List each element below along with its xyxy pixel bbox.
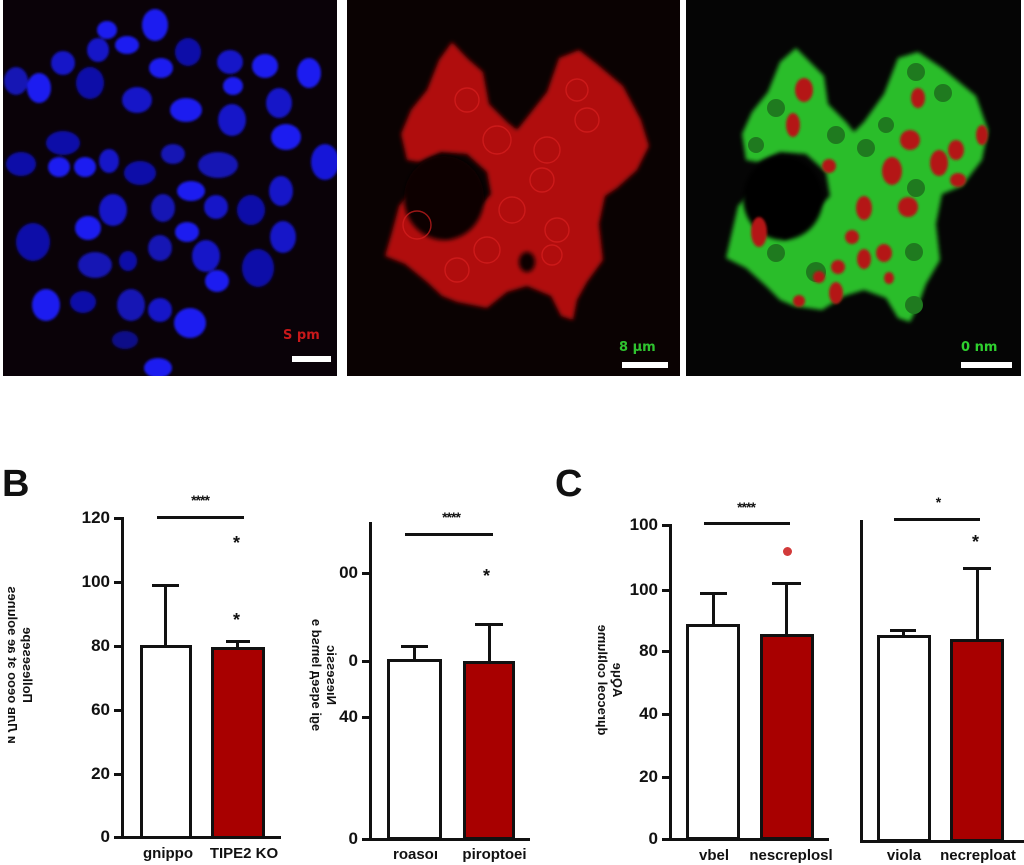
tick-label: 20 — [639, 767, 658, 786]
significance-label: **** — [442, 509, 461, 525]
scale-bar-merge — [961, 362, 1012, 368]
scale-bar-red — [622, 362, 668, 368]
bar-control — [877, 635, 931, 842]
scale-bar-dapi — [292, 356, 331, 362]
bar-pyroptosis — [463, 661, 515, 840]
micrograph-dapi: S pm — [3, 0, 337, 376]
bar-control — [140, 645, 192, 839]
micrograph-merge: 0 nm — [686, 0, 1021, 376]
x-label: TIPE2 KO — [209, 845, 279, 862]
x-axis — [121, 836, 281, 839]
significance-bracket — [704, 522, 790, 525]
bar-necroptosis — [760, 634, 814, 840]
scale-label-merge: 0 nm — [961, 340, 998, 355]
tick-label: 40 — [639, 704, 658, 723]
scale-label-red: 8 µm — [619, 340, 656, 355]
x-label: roasoı — [392, 846, 438, 863]
tick-label: 100 — [629, 580, 658, 599]
red-stain-image — [385, 42, 649, 320]
tick-label: 100 — [81, 572, 110, 591]
tick-label: 120 — [81, 508, 110, 527]
y-axis — [369, 522, 372, 840]
significance-label: **** — [737, 499, 756, 515]
tick-label: 0 — [348, 829, 358, 848]
bar-control — [686, 624, 740, 840]
bar-tipe2-ko — [211, 647, 265, 839]
x-label: necreploat — [940, 847, 1016, 864]
tick-label: 0 — [648, 829, 658, 848]
tick-label: 20 — [91, 764, 110, 783]
significance-bracket — [405, 533, 493, 536]
x-label: nescreplosl — [749, 847, 833, 864]
y-axis-label: AQɥe dµrɘcoɘl colʇlume — [595, 624, 625, 736]
scale-label-dapi: S pm — [283, 328, 320, 343]
panel-label-b: B — [2, 463, 30, 505]
y-axis — [860, 520, 863, 842]
significance-label: **** — [191, 492, 210, 508]
y-axis-label: Пollesesepe и Ллв oeoo эt ae ɘolunes — [5, 586, 35, 744]
tick-label: 80 — [639, 641, 658, 660]
tick-label: 40 — [339, 707, 358, 726]
bar-necroptosis — [950, 639, 1004, 842]
tick-label: 00 — [339, 563, 358, 582]
bar-control — [387, 659, 442, 840]
x-axis — [669, 838, 829, 841]
x-axis — [362, 838, 530, 841]
panel-label-c: C — [555, 463, 583, 505]
y-axis — [121, 517, 124, 839]
annotation-star: * — [483, 566, 491, 586]
tick-label: 100 — [629, 515, 658, 534]
x-label: piroptoei — [462, 846, 527, 863]
micrograph-red-channel: 8 µm — [347, 0, 680, 376]
nuclei-image — [4, 9, 337, 376]
significance-label: * — [935, 494, 941, 510]
y-axis — [669, 524, 672, 840]
outlier-point — [783, 547, 792, 556]
tick-label: 80 — [91, 636, 110, 655]
x-label: vbel — [698, 847, 729, 864]
y-axis-label: Nıesessic ɘgi ɘqseд lɘmsd ɘ — [309, 618, 339, 732]
annotation-star: * — [233, 610, 241, 630]
x-label: gnippo — [143, 845, 193, 862]
significance-bracket — [157, 516, 244, 519]
x-label: viola — [886, 847, 922, 864]
merged-image — [726, 48, 988, 322]
tick-label: 60 — [91, 700, 110, 719]
tick-label: 0 — [348, 651, 358, 670]
annotation-star: * — [972, 532, 980, 552]
annotation-star: * — [233, 533, 241, 553]
x-axis — [860, 840, 1024, 843]
tick-label: 0 — [100, 827, 110, 846]
significance-bracket — [894, 518, 980, 521]
